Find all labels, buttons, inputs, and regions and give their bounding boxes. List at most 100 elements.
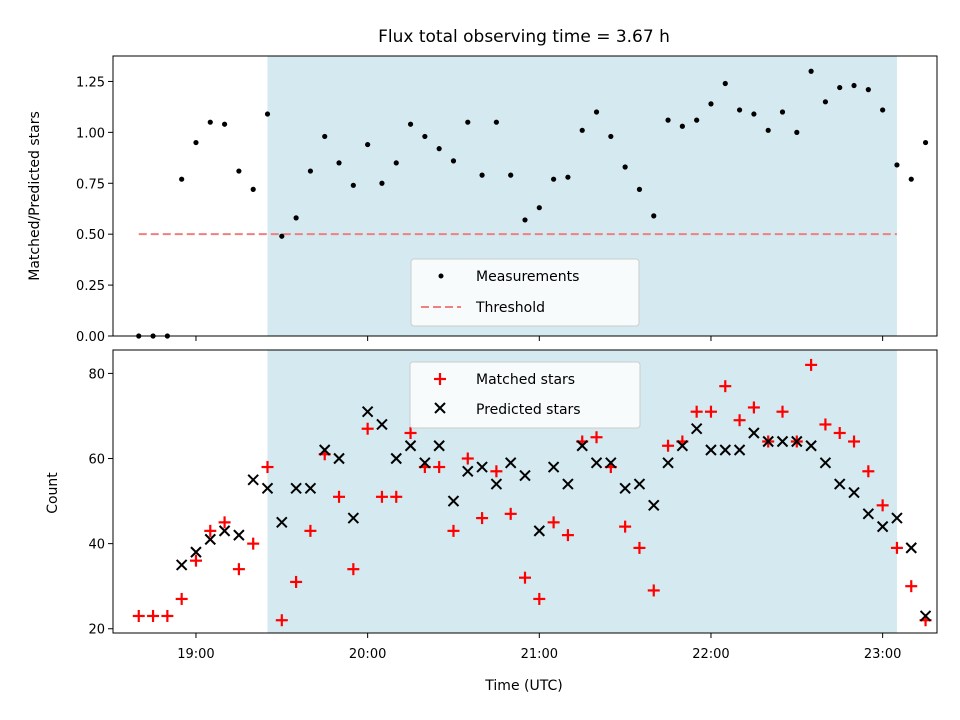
predicted-point-b: [605, 457, 617, 469]
predicted-point: [705, 444, 717, 456]
predicted-point-b: [333, 452, 345, 465]
matched-point: [147, 609, 160, 622]
matched-point: [247, 537, 260, 550]
y-tick-label: 60: [88, 453, 105, 468]
matched-point: [704, 405, 717, 418]
measurement-point: [808, 68, 814, 74]
predicted-point: [476, 461, 488, 473]
measurement-point: [722, 80, 728, 87]
matched-point: [733, 414, 746, 427]
predicted-point-b: [519, 469, 531, 482]
predicted-point-b: [819, 457, 832, 469]
matched-point: [890, 541, 903, 554]
measurement-point: [264, 111, 271, 117]
predicted-point: [819, 457, 832, 469]
predicted-point: [633, 478, 646, 490]
matched-point: [476, 512, 489, 525]
matched-point: [547, 516, 560, 529]
legend-label-matched: Matched stars: [476, 372, 575, 388]
predicted-point-b: [619, 482, 631, 495]
matched-point: [218, 516, 231, 529]
predicted-point: [276, 516, 288, 529]
y-tick-label: 80: [88, 367, 105, 382]
matched-point: [404, 426, 417, 439]
measurement-point: [221, 121, 228, 127]
predicted-point: [519, 469, 531, 482]
measurement-point: [479, 172, 485, 178]
bottom-xticks: 19:00 20:00 21:00 22:00 23:00: [177, 633, 901, 662]
x-tick-label: 21:00: [521, 647, 558, 662]
measurement-point: [579, 127, 585, 133]
measurement-point: [865, 87, 871, 93]
measurement-point: [779, 109, 786, 115]
measurement-point: [407, 121, 414, 127]
measurement-point: [307, 168, 314, 174]
measurement-point: [665, 117, 671, 123]
predicted-point: [290, 482, 302, 495]
predicted-point: [776, 435, 789, 448]
predicted-point: [919, 610, 932, 622]
predicted-point-b: [876, 520, 889, 533]
predicted-point-b: [247, 474, 259, 486]
y-tick-label: 40: [88, 538, 105, 553]
matched-point: [719, 380, 732, 393]
predicted-point: [462, 465, 474, 477]
predicted-point-b: [490, 478, 503, 490]
measurement-point: [565, 174, 571, 180]
predicted-point-b: [633, 478, 646, 490]
predicted-point-b: [419, 457, 431, 469]
matched-point: [189, 554, 202, 567]
matched-point: [662, 439, 675, 452]
measurement-point: [636, 186, 643, 192]
y-tick-label: 0.00: [76, 330, 105, 345]
predicted-point-b: [562, 478, 574, 490]
bottom-markers: [132, 358, 932, 627]
measurement-point: [522, 217, 528, 223]
measurement-point: [851, 82, 857, 89]
top-yticks: 0.00 0.25 0.50 0.75 1.00 1.25: [76, 75, 113, 345]
predicted-point: [447, 495, 460, 507]
predicted-point: [361, 405, 374, 418]
predicted-point-b: [175, 559, 188, 571]
matched-point: [161, 609, 174, 622]
predicted-point: [433, 440, 445, 452]
predicted-point-b: [390, 452, 402, 465]
predicted-point-b: [233, 529, 245, 541]
y-tick-label: 0.75: [76, 177, 105, 192]
matched-point: [304, 524, 317, 537]
measurement-point: [379, 180, 385, 186]
predicted-point: [619, 482, 631, 495]
legend-marker-predicted: [434, 402, 446, 414]
bottom-xlabel: Time (UTC): [484, 678, 562, 694]
matched-point: [647, 584, 660, 597]
measurement-point: [336, 160, 342, 166]
y-tick-label: 20: [88, 623, 105, 638]
predicted-point: [834, 478, 846, 490]
bottom-legend-box: [409, 361, 641, 429]
matched-point: [390, 490, 403, 503]
bottom-ylabel: Count: [45, 472, 61, 514]
predicted-point: [876, 520, 889, 533]
measurement-point: [922, 139, 929, 146]
predicted-point: [376, 418, 388, 431]
matched-point: [490, 465, 503, 478]
predicted-point-b: [261, 482, 274, 495]
matched-point: [862, 465, 875, 478]
predicted-point: [733, 444, 746, 456]
matched-point: [447, 524, 460, 537]
matched-point: [561, 529, 574, 542]
predicted-point: [319, 444, 331, 456]
measurement-point: [593, 109, 600, 115]
predicted-point-b: [376, 418, 388, 431]
matched-point: [261, 461, 274, 474]
bottom-panel: 20 40 60 80 19:00 20:00 21:00 22:00 23:00 Count…: [45, 349, 938, 694]
predicted-point-b: [834, 478, 846, 490]
legend-label-threshold: Threshold: [475, 300, 545, 316]
predicted-point-b: [791, 435, 803, 448]
matched-point: [833, 426, 846, 439]
measurement-point: [179, 176, 185, 182]
measurement-point: [894, 162, 900, 168]
predicted-point-b: [705, 444, 717, 456]
predicted-point-b: [919, 610, 932, 622]
predicted-point-b: [361, 405, 374, 418]
